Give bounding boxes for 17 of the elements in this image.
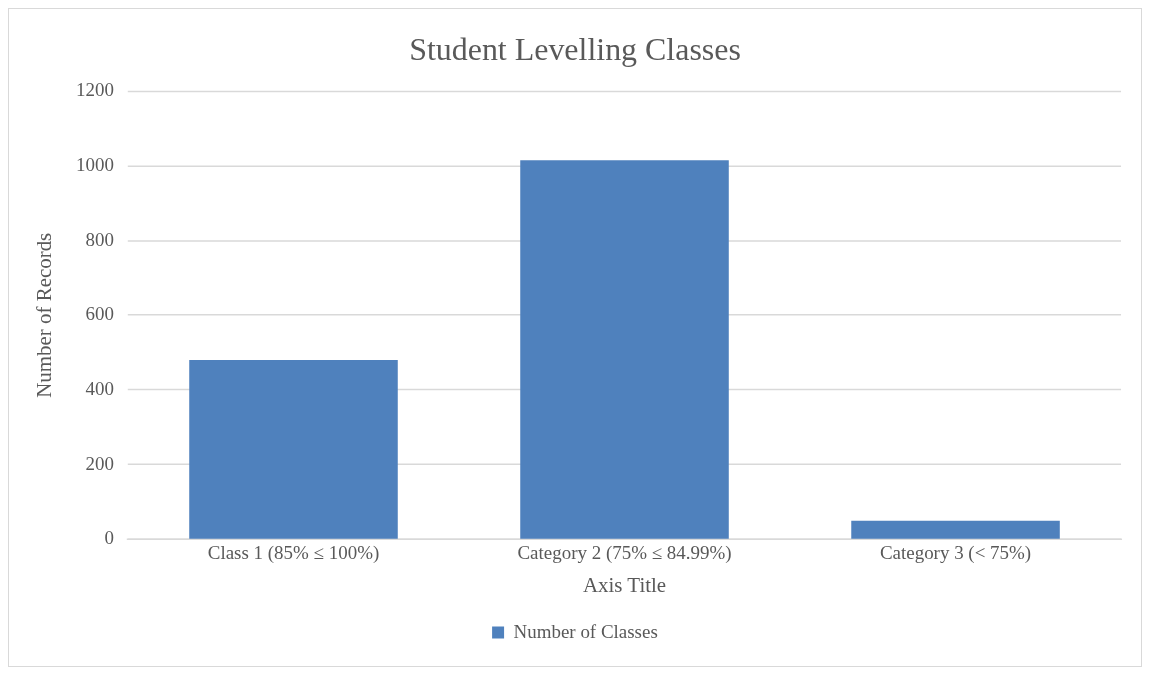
x-axis-title: Axis Title [582,573,667,598]
y-tick-label: 1000 [76,153,115,175]
y-tick-label: 0 [104,527,115,549]
y-tick-label: 1200 [76,79,115,101]
chart-title: Student Levelling Classes [409,32,741,68]
legend-label: Number of Classes [513,620,658,642]
bar [851,520,1060,539]
x-tick-label: Class 1 (85% ≤ 100%) [207,541,380,564]
y-tick-label: 800 [85,228,115,250]
y-tick-label: 600 [85,303,115,325]
bar [189,360,398,539]
x-tick-label: Category 3 (< 75%) [879,541,1032,564]
y-axis-title: Number of Records [32,232,57,398]
y-tick-label: 400 [85,377,115,399]
y-tick-label: 200 [85,452,115,474]
bar [520,160,729,539]
x-tick-label: Category 2 (75% ≤ 84.99%) [517,541,732,564]
